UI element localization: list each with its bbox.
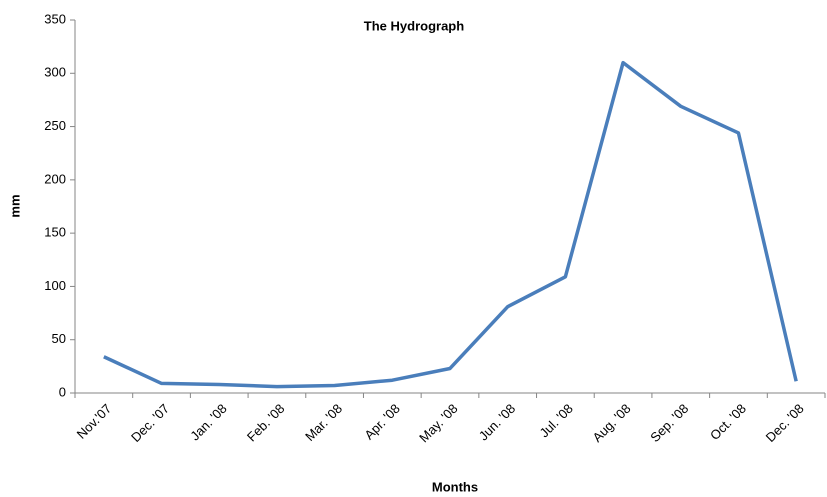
y-tick-label: 350	[44, 11, 66, 26]
x-tick-label: Jan. '08	[187, 401, 230, 444]
x-tick-label: Dec. '08	[763, 401, 807, 445]
y-tick-label: 250	[44, 118, 66, 133]
x-tick-label: Dec. '07	[128, 401, 172, 445]
y-tick-label: 300	[44, 65, 66, 80]
x-tick-label: Oct. '08	[707, 401, 749, 443]
line-series	[103, 60, 798, 389]
x-tick-label: Jul. '08	[536, 401, 575, 440]
y-tick-label: 0	[59, 384, 66, 399]
y-axis-title: mm	[7, 194, 22, 217]
y-tick-label: 100	[44, 278, 66, 293]
x-tick-label: Jun. '08	[476, 401, 519, 444]
chart-title: The Hydrograph	[364, 18, 464, 33]
y-tick-label: 200	[44, 171, 66, 186]
x-tick-label: Feb. '08	[244, 401, 288, 445]
x-tick-label: Sep. '08	[647, 401, 691, 445]
x-tick-label: May. '08	[416, 401, 460, 445]
x-tick-label: Aug. '08	[590, 401, 634, 445]
y-tick-label: 50	[52, 331, 66, 346]
y-tick-label: 150	[44, 225, 66, 240]
x-tick-label: Nov.'07	[74, 401, 115, 442]
x-tick-label: Apr. '08	[361, 401, 402, 442]
x-axis-title: Months	[432, 479, 478, 494]
x-tick-label: Mar. '08	[302, 401, 345, 444]
